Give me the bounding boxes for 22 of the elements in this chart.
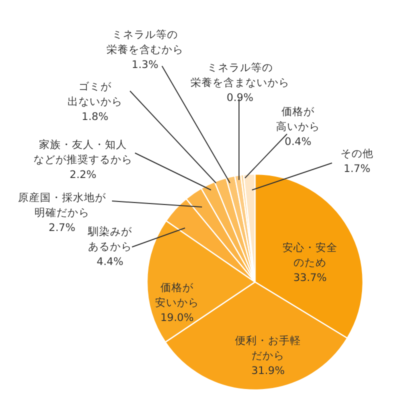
data-label: 1.7% <box>344 163 370 175</box>
slice-label: 価格が安いから <box>155 282 199 309</box>
slice-label: ゴミが出ないから <box>68 81 122 108</box>
data-label: 19.0% <box>160 312 194 324</box>
data-label: 1.8% <box>82 111 108 123</box>
slice-label: 家族・友人・知人などが推奨するから <box>34 138 132 166</box>
data-label: 0.9% <box>226 92 254 104</box>
slice-label: 馴染みがあるから <box>87 225 133 253</box>
data-label: 0.4% <box>284 136 312 148</box>
slice-label: 原産国・採水地が明確だから <box>18 191 107 219</box>
slice-label: ミネラル等の栄養を含むから <box>106 29 184 56</box>
data-label: 31.9% <box>251 365 285 377</box>
slice-label: その他 <box>340 148 374 160</box>
slice-label: ミネラル等の栄養を含まないから <box>190 62 290 89</box>
data-label: 1.3% <box>132 59 158 71</box>
data-label: 4.4% <box>96 256 124 268</box>
slice-label: 便利・お手軽だから <box>235 334 301 362</box>
slice-label: 安心・安全のため <box>282 241 338 269</box>
slice-label: 価格が高いから <box>276 106 320 133</box>
data-label: 2.2% <box>70 169 96 181</box>
data-label: 33.7% <box>293 272 327 284</box>
data-label: 2.7% <box>48 222 76 234</box>
